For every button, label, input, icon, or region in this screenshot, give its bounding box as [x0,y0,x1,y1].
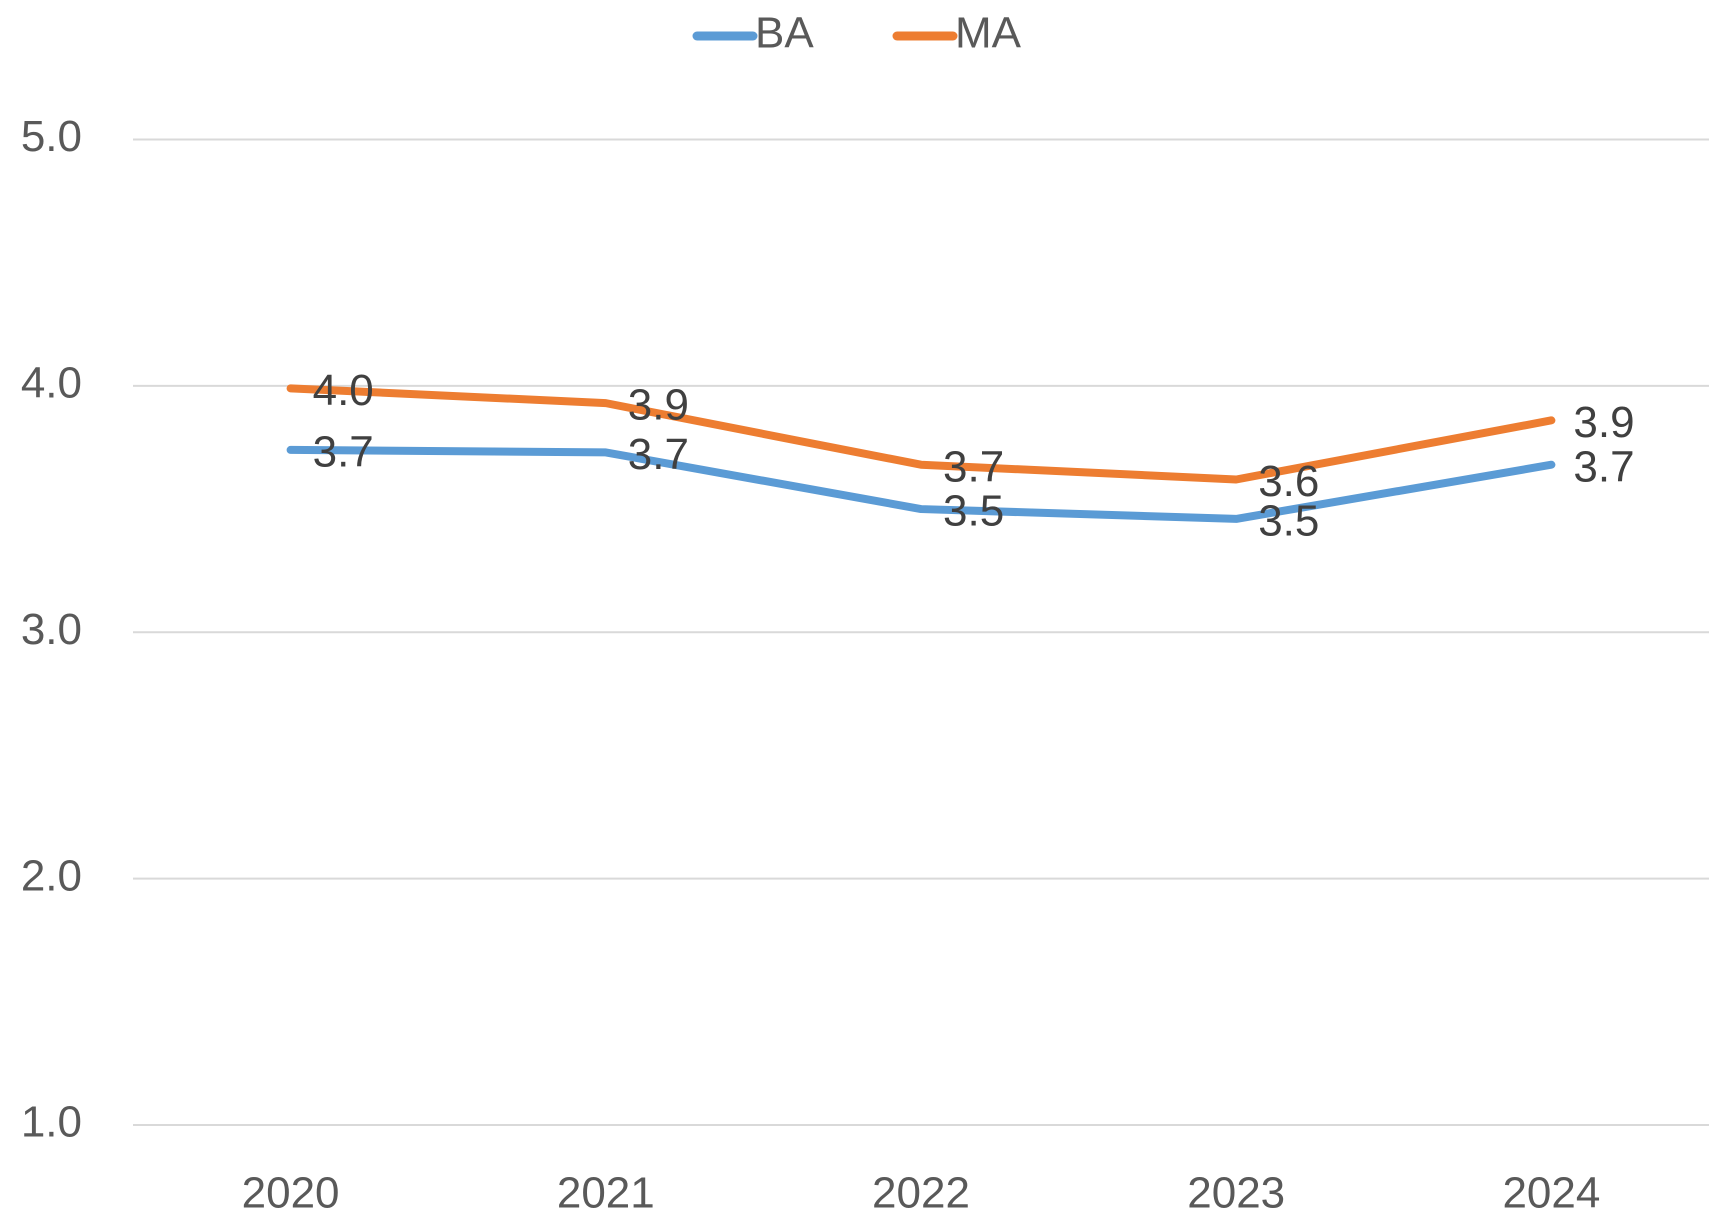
data-label: 3.7 [313,428,374,477]
data-label: 3.5 [1258,497,1319,546]
legend-label: BA [755,9,814,58]
series-line [286,384,1556,484]
data-label: 4.0 [313,366,374,415]
y-tick-label: 3.0 [21,605,82,654]
data-label: 3.7 [1573,442,1634,491]
x-tick-label: 2021 [557,1169,655,1218]
data-label: 3.7 [628,430,689,479]
y-tick-label: 5.0 [21,112,82,161]
x-tick-label: 2022 [872,1169,970,1218]
data-label: 3.9 [628,381,689,430]
legend-label: MA [955,9,1022,58]
data-label: 3.7 [943,442,1004,491]
series-line [286,445,1556,523]
x-tick-label: 2024 [1502,1169,1600,1218]
data-label: 3.5 [943,487,1004,536]
y-tick-label: 1.0 [21,1098,82,1147]
y-tick-label: 4.0 [21,359,82,408]
data-label: 3.9 [1573,398,1634,447]
x-tick-label: 2020 [242,1169,340,1218]
data-label: 3.6 [1258,457,1319,506]
x-tick-label: 2023 [1187,1169,1285,1218]
y-tick-label: 2.0 [21,851,82,900]
